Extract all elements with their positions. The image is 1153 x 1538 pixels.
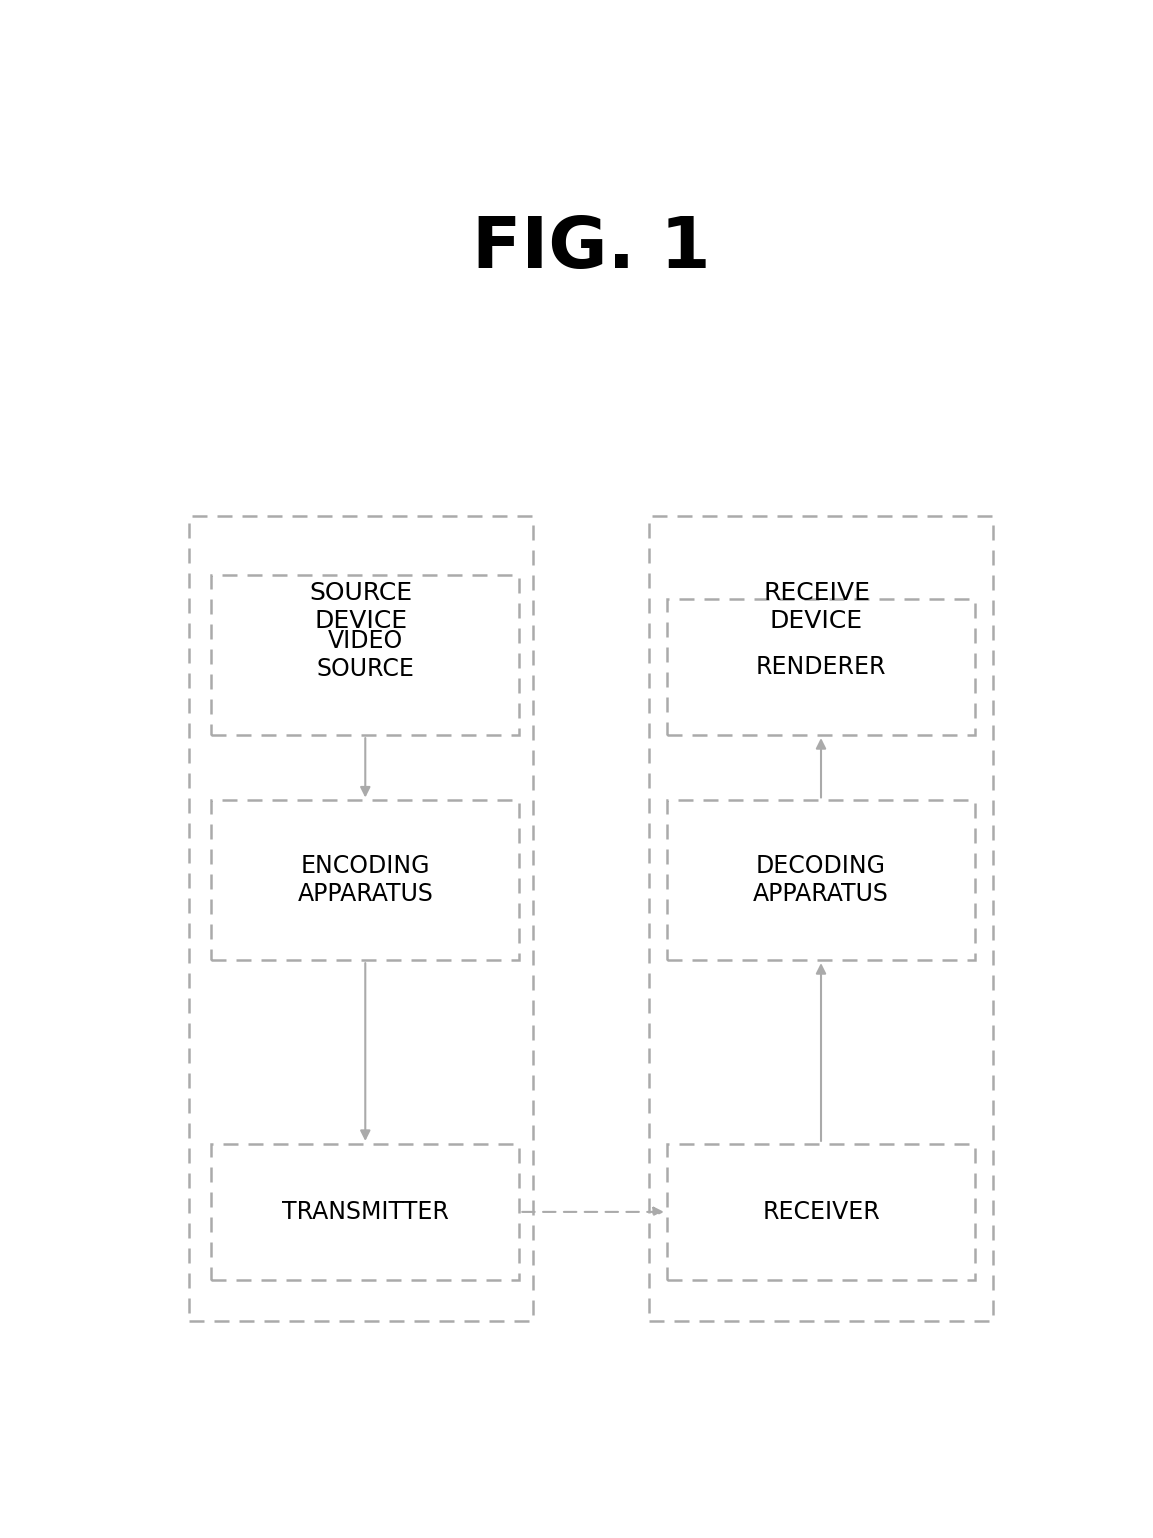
Text: SOURCE
DEVICE: SOURCE DEVICE: [309, 581, 413, 634]
Text: DECODING
APPARATUS: DECODING APPARATUS: [753, 855, 889, 906]
FancyBboxPatch shape: [211, 800, 519, 960]
Text: TRANSMITTER: TRANSMITTER: [281, 1200, 449, 1224]
Text: RENDERER: RENDERER: [755, 655, 887, 680]
FancyBboxPatch shape: [666, 600, 975, 735]
FancyBboxPatch shape: [666, 1144, 975, 1280]
FancyBboxPatch shape: [666, 800, 975, 960]
Text: RECEIVER: RECEIVER: [762, 1200, 880, 1224]
Text: VIDEO
SOURCE: VIDEO SOURCE: [316, 629, 414, 681]
Text: ENCODING
APPARATUS: ENCODING APPARATUS: [297, 855, 434, 906]
Text: FIG. 1: FIG. 1: [472, 214, 710, 283]
FancyBboxPatch shape: [649, 517, 993, 1321]
FancyBboxPatch shape: [211, 575, 519, 735]
Text: RECEIVE
DEVICE: RECEIVE DEVICE: [763, 581, 871, 634]
FancyBboxPatch shape: [211, 1144, 519, 1280]
FancyBboxPatch shape: [189, 517, 533, 1321]
